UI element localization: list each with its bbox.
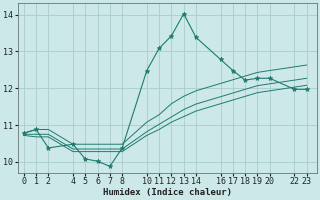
X-axis label: Humidex (Indice chaleur): Humidex (Indice chaleur) xyxy=(103,188,232,197)
